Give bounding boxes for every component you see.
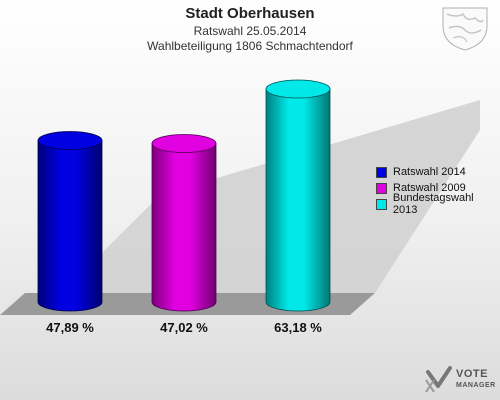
- bar-top: [151, 134, 217, 153]
- value-label: 63,18 %: [274, 320, 322, 335]
- legend-item-ratswahl-2009: Ratswahl 2009: [376, 180, 500, 196]
- value-label: 47,89 %: [46, 320, 94, 335]
- bar-body: [151, 143, 217, 312]
- vote-manager-logo-text: VOTE: [456, 368, 488, 380]
- bar-1: [37, 131, 103, 312]
- vote-manager-logo-icon: [425, 366, 452, 393]
- chart-title: Stadt Oberhausen: [185, 5, 315, 22]
- bar-top: [265, 79, 331, 99]
- legend-swatch: [376, 182, 387, 194]
- bar-2: [151, 134, 217, 312]
- legend-swatch: [376, 166, 387, 178]
- legend-label: Bundestagswahl 2013: [392, 192, 474, 216]
- legend-swatch: [376, 198, 387, 210]
- legend-item-ratswahl-2014: Ratswahl 2014: [376, 164, 500, 180]
- bar-body: [265, 88, 331, 312]
- legend-label: Ratswahl 2009: [393, 182, 466, 194]
- legend-label: Ratswahl 2014: [393, 166, 466, 178]
- bar-top: [37, 131, 103, 150]
- chart-legend: Ratswahl 2014 Ratswahl 2009 Bundestagswa…: [376, 164, 500, 216]
- value-label: 47,02 %: [160, 320, 208, 335]
- bar-3: [265, 79, 331, 312]
- vote-manager-logo-subtext: MANAGER: [456, 382, 496, 389]
- chart-subtitle-election: Ratswahl 25.05.2014: [193, 24, 307, 38]
- chart-subtitle-district: Wahlbeteiligung 1806 Schmachtendorf: [147, 39, 353, 53]
- bar-body: [37, 140, 103, 312]
- legend-item-bundestagswahl-2013: Bundestagswahl 2013: [376, 192, 500, 216]
- city-crest-icon: [442, 7, 488, 51]
